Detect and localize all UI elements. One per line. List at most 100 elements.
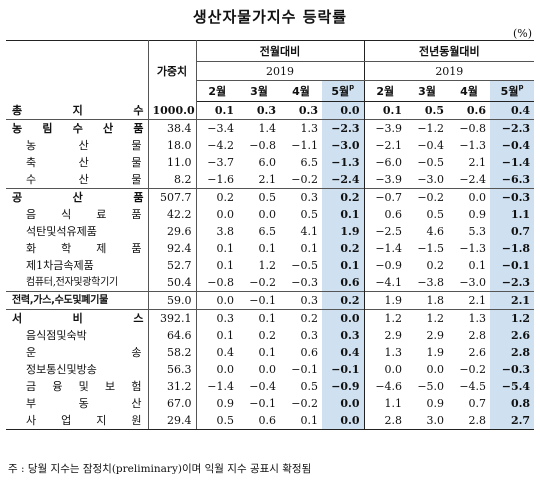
mom-value-cell: 0.1 [280,412,322,430]
mom-value-cell: 0.5 [300,208,319,221]
mom-value-cell: −4.2 [207,139,234,152]
month-label: 4월 [292,84,310,98]
mom-value-cell: −0.3 [291,276,318,289]
yoy-value-cell: 1.2 [490,309,535,327]
yoy-value-cell: 1.2 [364,309,407,327]
mom-value-cell: 4.1 [300,225,319,238]
weight-cell: 42.2 [148,206,197,223]
mom-value-cell: 0.1 [300,242,319,255]
row-label: 석탄및석유제품 [6,223,149,240]
yoy-value-cell: −1.4 [375,242,403,255]
yoy-value-cell: −1.4 [490,154,535,171]
mom-value-cell: −0.4 [249,380,276,393]
mom-value-cell: 0.6 [238,412,280,430]
weight-cell: 31.2 [148,378,197,395]
mom-value-cell: 0.6 [322,274,365,292]
mom-value-cell: −0.5 [291,259,318,272]
yoy-value-cell: 2.8 [448,412,491,430]
yoy-value-cell: 4.6 [426,225,445,238]
yoy-value-cell: 0.9 [426,397,445,410]
mom-value-cell: 0.1 [258,242,277,255]
weight-cell: 392.1 [148,309,197,327]
yoy-value-cell: 0.7 [490,223,535,240]
yoy-value-cell: −0.7 [364,188,407,206]
mom-value-cell: 0.0 [322,309,365,327]
mom-value-cell: 0.1 [216,329,235,342]
mom-value-cell: 0.3 [280,291,322,310]
mom-value-cell: −2.4 [322,171,365,189]
yoy-value-cell: −0.8 [448,119,491,137]
mom-value-cell: 2.1 [258,173,277,186]
yoy-value-cell: 1.1 [384,397,403,410]
mom-value-cell: −1.3 [322,154,365,171]
weight-cell: 56.3 [148,361,197,378]
row-label: 사 업 지 원 [6,412,149,430]
yoy-value-cell: 5.3 [468,225,487,238]
yoy-value-cell: 0.0 [426,363,445,376]
yoy-value-cell: 2.1 [490,291,535,310]
row-label: 음 식 료 품 [6,206,149,223]
yoy-value-cell: 1.1 [490,206,535,223]
yoy-year: 2019 [364,61,535,81]
mom-value-cell: 0.1 [258,346,277,359]
table-row: 석탄및석유제품 29.6 3.8 6.5 4.1 1.9 −2.5 4.6 5.3 0.7 [6,223,535,240]
yoy-value-cell: −0.9 [375,259,403,272]
mom-value-cell: 6.5 [258,225,277,238]
yoy-value-cell: 2.9 [384,329,403,342]
table-row: 화 학 제 품 92.4 0.1 0.1 0.1 0.2 −1.4 −1.5 −1.3 −1.8 [6,240,535,257]
mom-value-cell: 6.5 [300,156,319,169]
month-label: 5월 [331,84,350,98]
footnote: 주 : 당월 지수는 잠정치(preliminary)이며 익월 지수 공표시 … [8,463,312,475]
row-label: 전력,가스,수도및폐기물 [6,291,149,310]
row-label: 화 학 제 품 [6,240,149,257]
yoy-value-cell: 0.5 [426,208,445,221]
mom-value-cell: −1.6 [207,173,234,186]
row-label: 서 비 스 [6,309,149,327]
month-label: 2월 [208,84,227,98]
mom-value-cell: −0.1 [322,361,365,378]
mom-value-cell: 0.5 [196,412,238,430]
mom-value-cell: 0.2 [322,240,365,257]
yoy-value-cell: −0.3 [490,188,535,206]
yoy-value-cell: −2.4 [459,173,487,186]
yoy-value-cell: 0.6 [384,208,403,221]
mom-value-cell: −3.7 [207,156,234,169]
preliminary-mark: p [518,82,524,91]
yoy-value-cell: 1.9 [364,291,407,310]
mom-value-cell: 0.2 [280,309,322,327]
table-row: 제1차금속제품 52.7 0.1 1.2 −0.5 0.1 −0.9 0.2 0.1 −0.1 [6,257,535,274]
mom-value-cell: 0.3 [300,329,319,342]
yoy-value-cell: 0.1 [382,104,403,117]
month-label: 2월 [376,84,395,98]
yoy-value-cell: 0.0 [384,363,403,376]
yoy-header: 전년동월대비 [364,40,535,62]
yoy-value-cell: 1.3 [448,309,491,327]
preliminary-mark: p [349,82,355,91]
yoy-value-cell: −1.2 [406,119,449,137]
mom-value-cell: −0.8 [249,139,276,152]
mom-value-cell: −0.1 [291,363,318,376]
mom-month-header: 2월 [196,80,238,102]
mom-value-cell: 0.2 [258,329,277,342]
yoy-value-cell: −0.4 [417,139,445,152]
mom-value-cell: −0.2 [249,276,276,289]
mom-value-cell: −0.9 [322,378,365,395]
yoy-value-cell: −0.3 [490,361,535,378]
mom-value-cell: 0.0 [258,208,277,221]
row-label: 정보통신및방송 [6,361,149,378]
yoy-value-cell: 2.7 [490,412,535,430]
row-label: 금 융 및 보 험 [6,378,149,395]
mom-value-cell: 0.1 [214,104,234,117]
table-row: 총 지 수 1000.0 0.1 0.3 0.3 0.0 0.1 0.5 0.6 0.4 [6,101,535,120]
mom-value-cell: 0.1 [216,242,235,255]
row-label: 총 지 수 [6,101,149,120]
mom-value-cell: 1.2 [258,259,277,272]
yoy-value-cell: −1.8 [490,240,535,257]
yoy-value-cell: 1.2 [406,309,449,327]
mom-value-cell: 0.0 [216,363,235,376]
yoy-value-cell: −2.1 [375,139,403,152]
yoy-value-cell: −0.2 [406,188,449,206]
yoy-value-cell: −1.3 [459,139,487,152]
mom-value-cell: −1.4 [207,380,234,393]
row-label: 운 송 [6,344,149,361]
